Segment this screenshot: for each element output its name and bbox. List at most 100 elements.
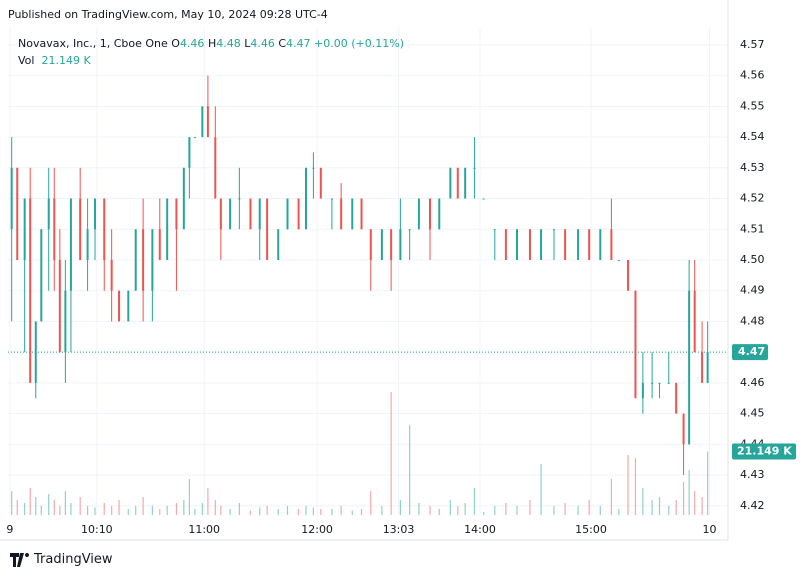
volume-bar <box>305 506 307 515</box>
last-price-box <box>732 344 768 361</box>
candle-body <box>599 229 602 260</box>
volume-bar <box>266 506 268 515</box>
x-tick-label: 15:00 <box>575 523 607 536</box>
candle-body <box>617 259 620 261</box>
volume-bar <box>24 503 26 515</box>
candle-body <box>351 198 354 230</box>
volume-bar <box>634 458 637 515</box>
volume-bar <box>111 506 113 515</box>
candle-body <box>438 198 441 230</box>
volume-bar <box>494 506 496 515</box>
candle-body <box>93 198 96 230</box>
volume-bar <box>11 491 13 515</box>
x-tick-label: 13:03 <box>383 523 415 536</box>
volume-bar <box>540 464 542 515</box>
volume-bar <box>151 506 153 515</box>
candle-body <box>79 198 82 260</box>
volume-bar <box>214 500 216 515</box>
candle-body <box>214 137 217 199</box>
ohlc: O4.46 H4.48 L4.46 C4.47 <box>171 37 314 50</box>
candle-body <box>577 229 580 260</box>
volume-bar <box>473 488 476 515</box>
volume-bar <box>707 451 709 515</box>
volume-bar <box>438 509 440 515</box>
last-price-label: 4.47 <box>738 345 765 358</box>
volume-bar <box>516 506 518 515</box>
candle-body <box>449 167 452 199</box>
x-tick-label: 10 <box>702 523 716 536</box>
volume-bar <box>390 392 392 515</box>
volume-bar <box>483 512 485 515</box>
candle-body <box>464 167 467 199</box>
candle-body <box>553 229 556 231</box>
y-tick-label: 4.52 <box>740 192 765 205</box>
candle-body <box>667 382 670 384</box>
candle-body <box>40 229 43 322</box>
volume-bar <box>188 479 190 515</box>
volume-bar <box>53 500 55 515</box>
candle-body <box>340 198 343 230</box>
candle-body <box>688 290 691 445</box>
candle-body <box>380 229 383 260</box>
symbol: Novavax, Inc., 1, Cboe One <box>18 37 168 50</box>
volume-bar <box>651 500 653 515</box>
candle-body <box>319 167 322 199</box>
candle-body <box>219 198 222 230</box>
candle-body <box>47 198 50 230</box>
ohlc-value: 4.47 <box>286 37 311 50</box>
vol-value: 21.149 K <box>41 54 91 67</box>
ohlc-value: 4.46 <box>179 37 205 50</box>
volume-bar <box>553 506 555 515</box>
candle-body <box>504 229 507 260</box>
candle-body <box>408 229 411 231</box>
volume-bar <box>399 500 401 515</box>
y-tick-label: 4.46 <box>740 376 765 389</box>
volume-bar <box>175 503 178 515</box>
candle-body <box>118 290 121 322</box>
vol-key: Vol <box>18 54 35 67</box>
ohlc-key: H <box>207 37 217 50</box>
volume-bar <box>312 507 314 515</box>
volume-bar <box>16 500 18 515</box>
volume-bar <box>429 506 431 515</box>
volume-bar <box>238 503 240 515</box>
y-tick-label: 4.51 <box>740 222 765 235</box>
candle-body <box>417 198 420 230</box>
volume-bar <box>59 506 61 515</box>
candle-body <box>610 229 613 260</box>
candle-body <box>651 382 654 384</box>
volume-bar <box>577 506 579 515</box>
candle-body <box>641 382 644 399</box>
plot-area <box>8 28 728 515</box>
candle-body <box>158 229 161 260</box>
volume-bar <box>529 500 531 515</box>
candle-body <box>701 352 704 383</box>
volume-bar <box>249 510 252 515</box>
legend-row: Novavax, Inc., 1, Cboe One O4.46 H4.48 L… <box>18 35 404 52</box>
y-tick-label: 4.42 <box>740 499 765 512</box>
candle-body <box>330 198 333 200</box>
volume-bar <box>675 500 677 515</box>
candle-body <box>634 290 637 399</box>
volume-bar <box>286 506 289 515</box>
volume-bar <box>35 497 37 515</box>
candle-body <box>482 198 485 200</box>
volume-bar <box>183 500 185 515</box>
candle-body <box>399 229 402 260</box>
volume-bar <box>360 509 363 515</box>
y-tick-label: 4.53 <box>740 161 765 174</box>
x-tick-label: 14:00 <box>464 523 496 536</box>
volume-bar <box>668 506 670 515</box>
volume-bar <box>682 482 685 515</box>
volume-bar <box>658 497 661 515</box>
x-tick-label: 10:10 <box>81 523 113 536</box>
volume-bar <box>340 506 342 515</box>
candle-body <box>201 106 204 138</box>
candle-body <box>110 259 113 291</box>
candle-body <box>58 259 61 353</box>
candle-body <box>693 290 696 353</box>
volume-bar <box>259 507 261 515</box>
candle-body <box>151 229 154 291</box>
